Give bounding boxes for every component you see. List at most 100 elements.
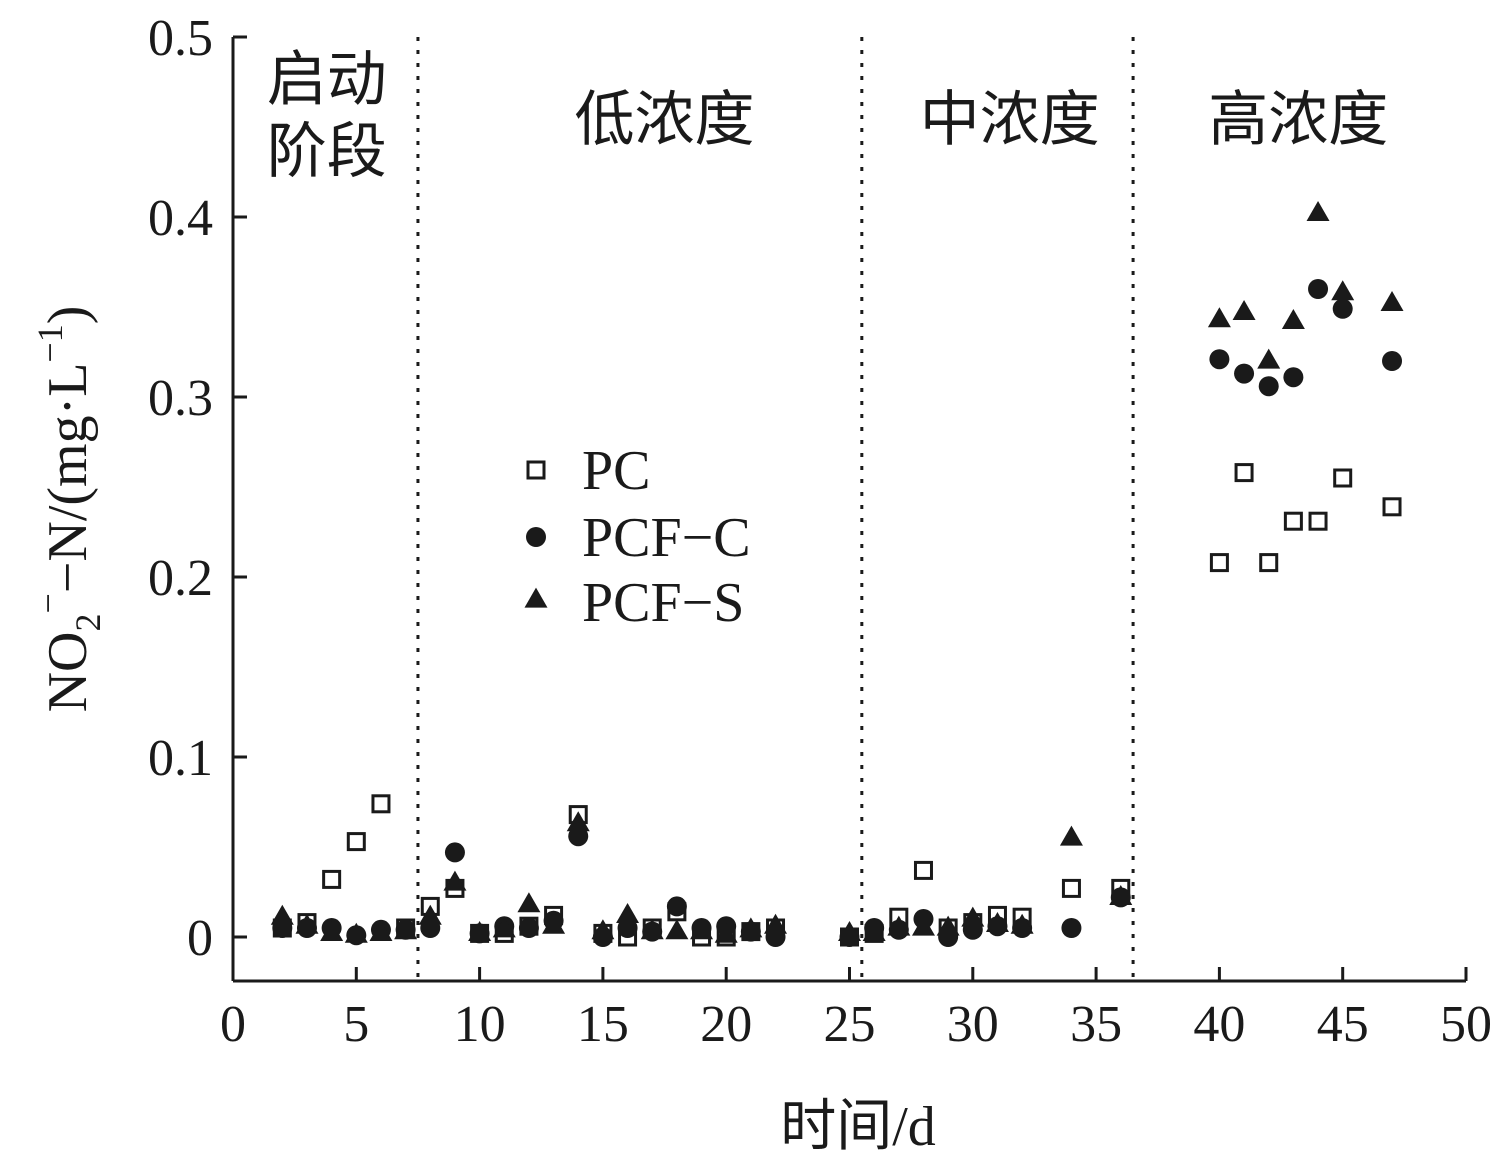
data-point — [616, 903, 640, 923]
data-point — [517, 892, 541, 913]
data-point — [887, 915, 911, 936]
y-tick-label: 0.5 — [148, 10, 213, 67]
data-point — [1209, 349, 1230, 370]
data-point — [640, 919, 664, 940]
data-point — [1283, 367, 1304, 388]
x-tick-label: 50 — [1440, 996, 1492, 1053]
data-point — [1059, 825, 1083, 846]
data-point — [1234, 363, 1255, 384]
y-axis-title-part: 2 — [68, 614, 108, 632]
data-point — [911, 915, 935, 936]
data-point — [1207, 307, 1231, 328]
data-point — [1308, 279, 1329, 299]
phase-label: 中浓度 — [920, 85, 1100, 155]
data-point — [1308, 511, 1328, 531]
data-point — [322, 869, 342, 889]
series-1 — [272, 279, 1403, 947]
data-point — [591, 919, 615, 940]
y-tick-label: 0.4 — [148, 190, 213, 247]
phase-label: 启动 — [267, 45, 387, 115]
y-tick-label: 0.3 — [148, 370, 213, 427]
y-tick-label: 0 — [187, 910, 213, 967]
data-point — [369, 921, 393, 941]
x-tick-label: 0 — [220, 996, 246, 1053]
data-points — [270, 201, 1404, 947]
x-tick-label: 20 — [700, 996, 752, 1053]
phase-label: 阶段 — [267, 117, 387, 187]
data-point — [1061, 918, 1082, 938]
data-point — [344, 922, 368, 943]
data-point — [1232, 300, 1256, 320]
data-point — [665, 919, 689, 940]
data-point — [1257, 348, 1281, 369]
data-point — [1331, 280, 1355, 301]
data-point — [1209, 553, 1229, 573]
data-point — [1234, 463, 1254, 483]
data-point — [492, 917, 516, 938]
x-tick-label: 45 — [1317, 996, 1369, 1053]
data-point — [961, 906, 985, 927]
data-point — [371, 794, 391, 814]
data-point — [1382, 351, 1403, 371]
data-point — [1061, 878, 1081, 898]
y-axis-title-part: −N/(mg·L — [37, 363, 99, 594]
legend-label: PCF−S — [582, 572, 744, 634]
data-point — [714, 922, 738, 943]
data-point — [443, 870, 467, 891]
x-tick-label: 35 — [1070, 996, 1122, 1053]
legend-marker — [526, 527, 546, 547]
data-point — [985, 912, 1009, 932]
data-point — [913, 860, 933, 880]
data-point — [1258, 376, 1279, 397]
data-point — [1109, 885, 1133, 905]
y-axis-title-part: ) — [37, 306, 99, 325]
x-tick-label: 30 — [947, 996, 999, 1053]
data-point — [518, 918, 539, 938]
x-axis-title: 时间/d — [780, 1096, 936, 1158]
legend-marker — [526, 460, 546, 480]
data-point — [295, 913, 319, 934]
data-point — [1380, 291, 1404, 311]
series-0 — [272, 463, 1402, 947]
data-point — [838, 921, 861, 941]
legend-label: PC — [582, 440, 651, 502]
data-point — [418, 904, 442, 925]
data-point — [1332, 298, 1353, 319]
y-tick-label: 0.1 — [148, 730, 213, 787]
data-point — [1333, 468, 1353, 488]
y-axis-title-part: −1 — [30, 324, 70, 362]
x-tick-label: 25 — [824, 996, 876, 1053]
data-point — [566, 811, 590, 832]
data-point — [394, 919, 418, 940]
data-point — [1259, 553, 1279, 573]
axes: 0 5 10 15 20 25 30 35 40 45 50 0 0.1 0.2 0.3 0.4 0.5 — [148, 10, 1492, 1053]
data-point — [270, 904, 294, 925]
data-point — [739, 917, 763, 938]
x-tick-label: 40 — [1193, 996, 1245, 1053]
data-point — [690, 919, 714, 940]
x-tick-label: 10 — [454, 996, 506, 1053]
data-point — [468, 921, 492, 941]
x-tick-label: 5 — [343, 996, 369, 1053]
x-tick-label: 15 — [577, 996, 629, 1053]
data-point — [764, 913, 788, 934]
data-point — [862, 921, 886, 941]
legend-label: PCF−C — [582, 507, 751, 569]
data-point — [1010, 913, 1034, 934]
y-tick-label: 0.2 — [148, 550, 213, 607]
phase-dividers — [416, 37, 1135, 981]
phase-label: 高浓度 — [1208, 85, 1388, 155]
axis-titles: 时间/d NO2−−N/(mg·L−1) — [28, 306, 936, 1158]
data-point — [542, 913, 566, 934]
data-point — [320, 921, 344, 941]
legend-marker — [524, 587, 548, 608]
data-point — [444, 842, 465, 863]
data-point — [1283, 511, 1303, 531]
y-axis-title: NO2−−N/(mg·L−1) — [28, 306, 108, 713]
y-axis-title-part: NO — [37, 632, 99, 713]
data-point — [666, 896, 687, 917]
data-point — [1382, 497, 1402, 517]
